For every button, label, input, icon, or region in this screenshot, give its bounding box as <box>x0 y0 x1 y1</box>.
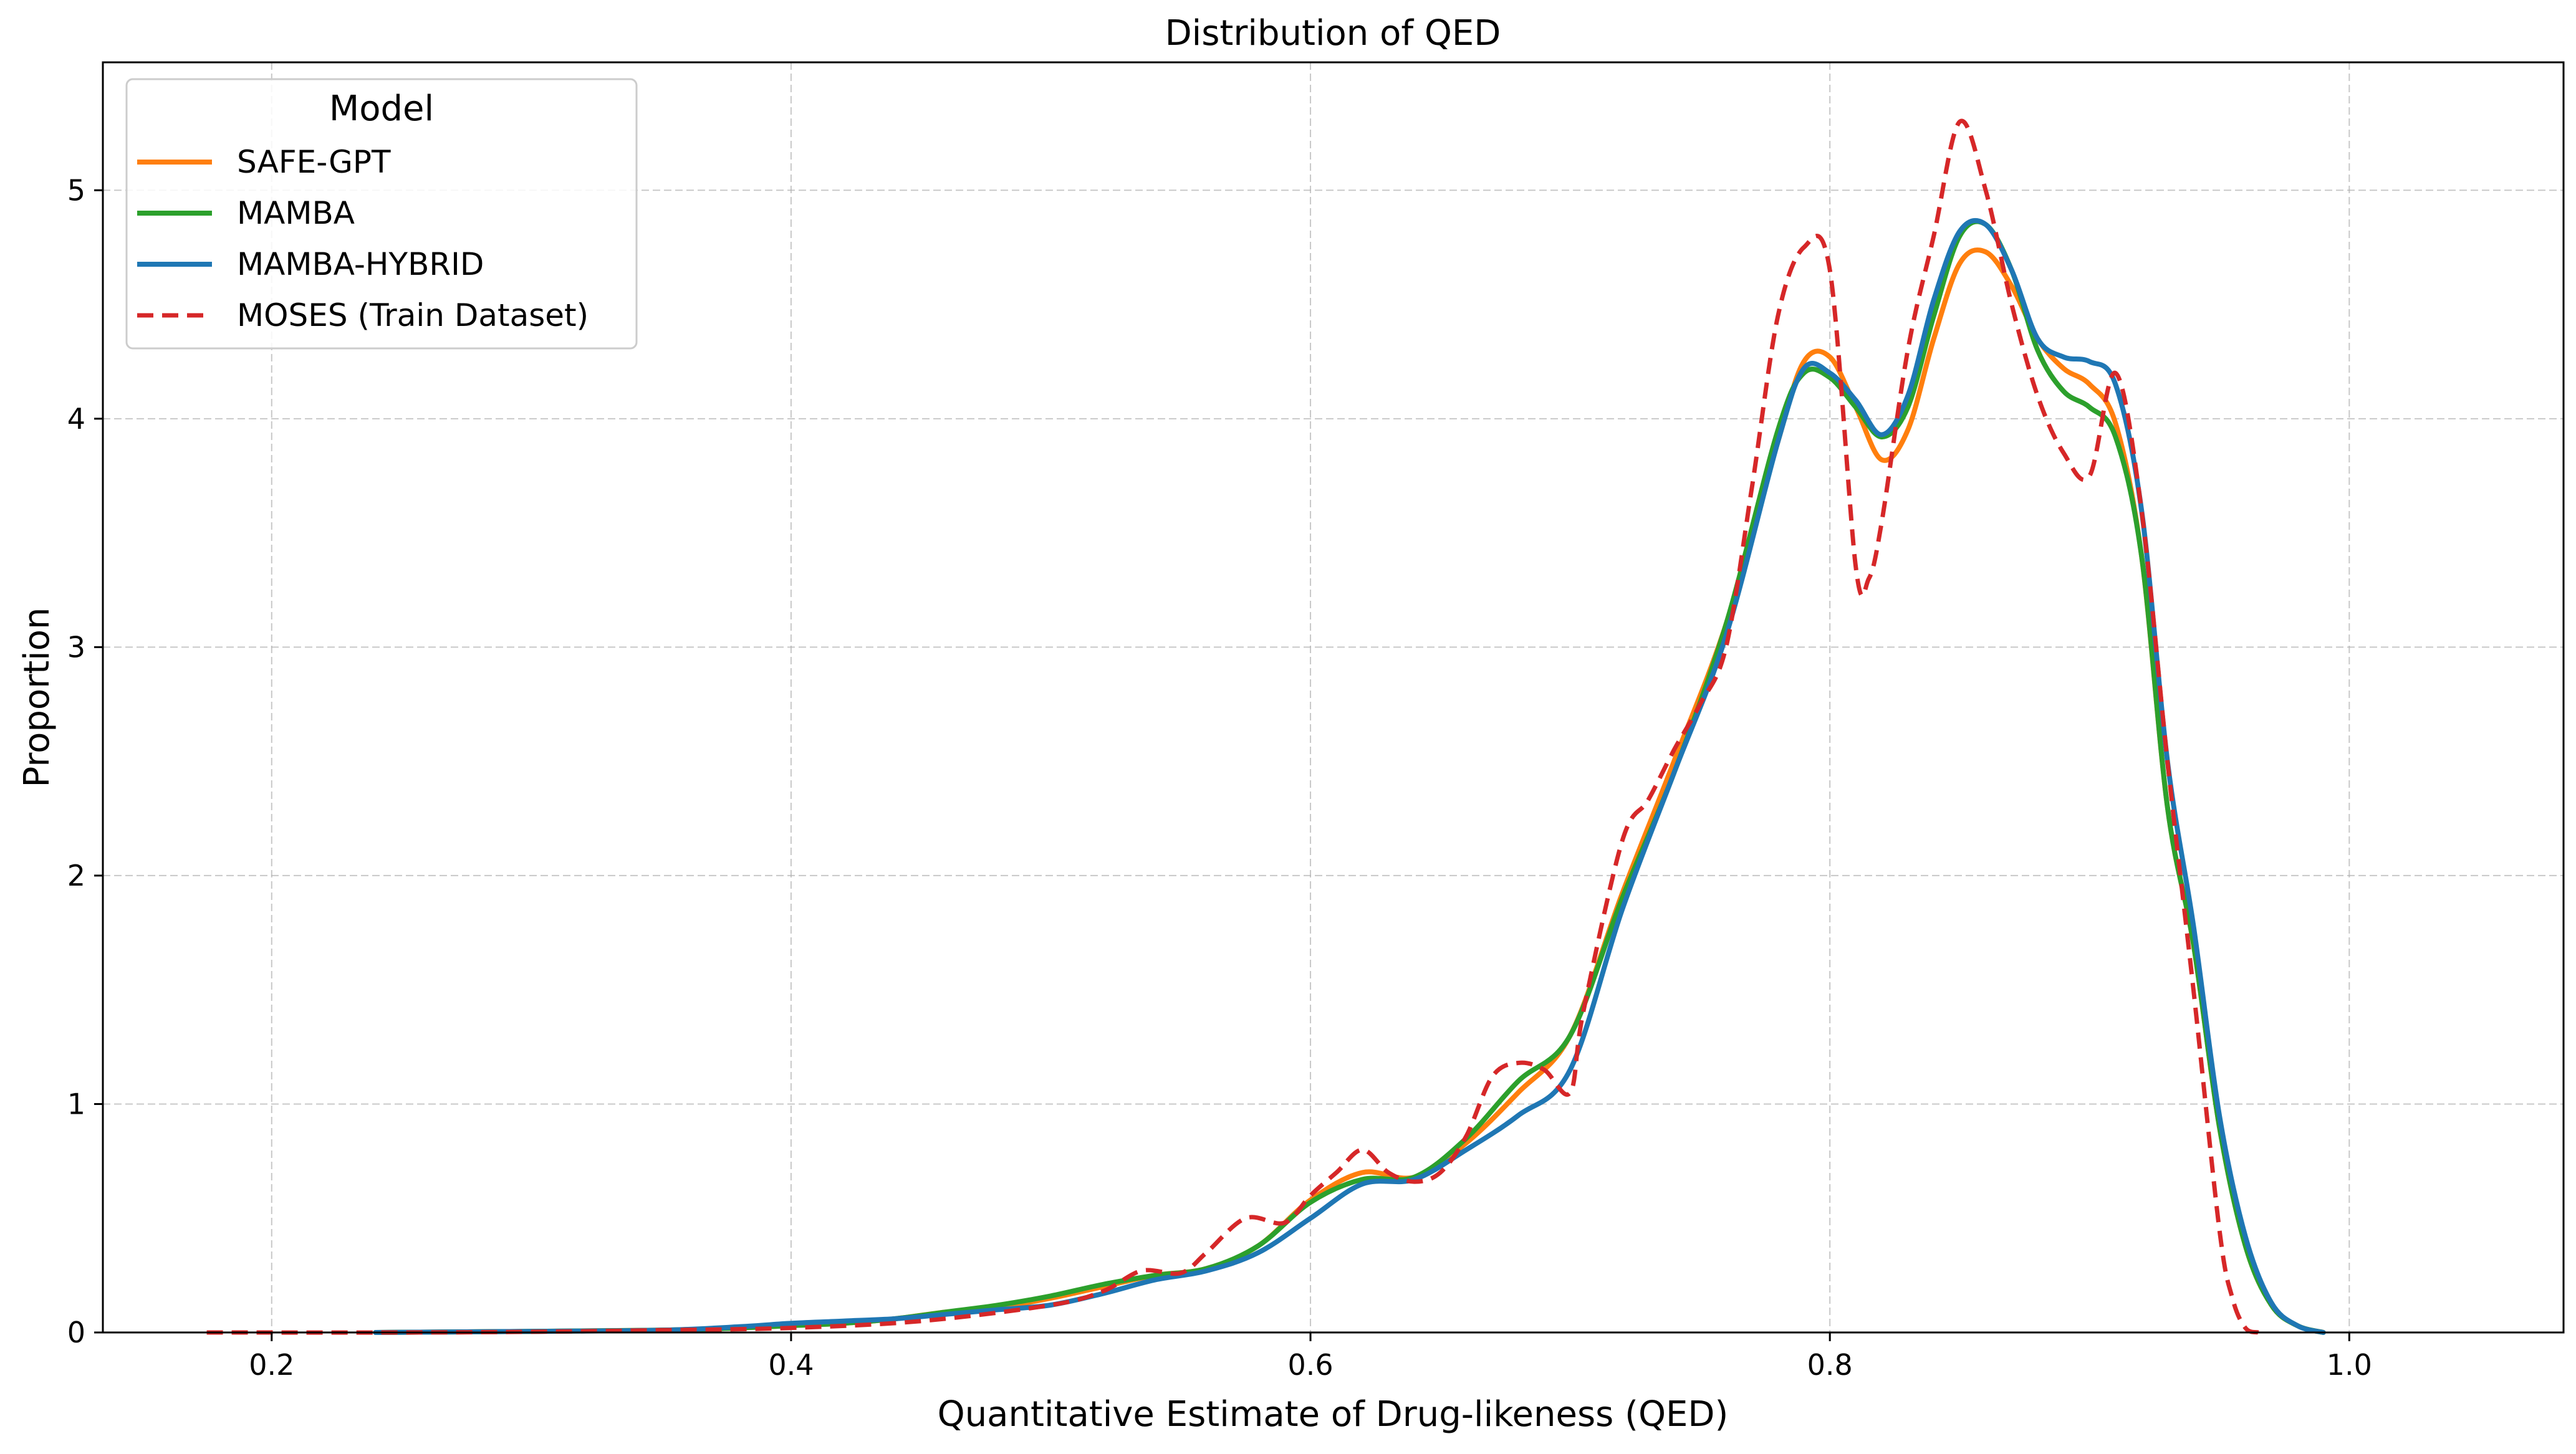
x-axis-ticks: 0.2 0.4 0.6 0.8 1.0 <box>249 1332 2372 1382</box>
y-tick-label: 0 <box>67 1316 85 1349</box>
y-axis-label: Proportion <box>17 608 57 788</box>
chart-title: Distribution of QED <box>1165 13 1501 54</box>
legend-box <box>125 78 638 350</box>
legend-label: MAMBA <box>237 195 355 231</box>
legend-label: MOSES (Train Dataset) <box>237 297 589 333</box>
x-tick-label: 0.4 <box>768 1348 814 1382</box>
legend-title: Model <box>329 88 434 129</box>
y-tick-label: 5 <box>67 173 85 207</box>
x-tick-label: 1.0 <box>2327 1348 2372 1382</box>
y-axis-ticks: 0 1 2 3 4 5 <box>67 173 103 1349</box>
y-tick-label: 4 <box>67 402 85 436</box>
legend: Model SAFE-GPT MAMBA MAMBA-HYBRID MOSES (Tra… <box>125 78 638 350</box>
x-tick-label: 0.8 <box>1807 1348 1853 1382</box>
series-line-moses-train-dataset <box>206 118 2259 1335</box>
y-tick-label: 2 <box>67 859 85 892</box>
x-tick-label: 0.6 <box>1287 1348 1333 1382</box>
legend-label: SAFE-GPT <box>237 144 391 180</box>
legend-label: MAMBA-HYBRID <box>237 246 484 282</box>
x-tick-label: 0.2 <box>249 1348 294 1382</box>
series-line-mamba <box>373 219 2326 1335</box>
y-tick-label: 1 <box>67 1087 85 1121</box>
series-lines <box>206 118 2326 1335</box>
y-tick-label: 3 <box>67 630 85 664</box>
x-axis-label: Quantitative Estimate of Drug-likeness (… <box>938 1394 1729 1435</box>
plot-frame <box>102 61 2565 1334</box>
